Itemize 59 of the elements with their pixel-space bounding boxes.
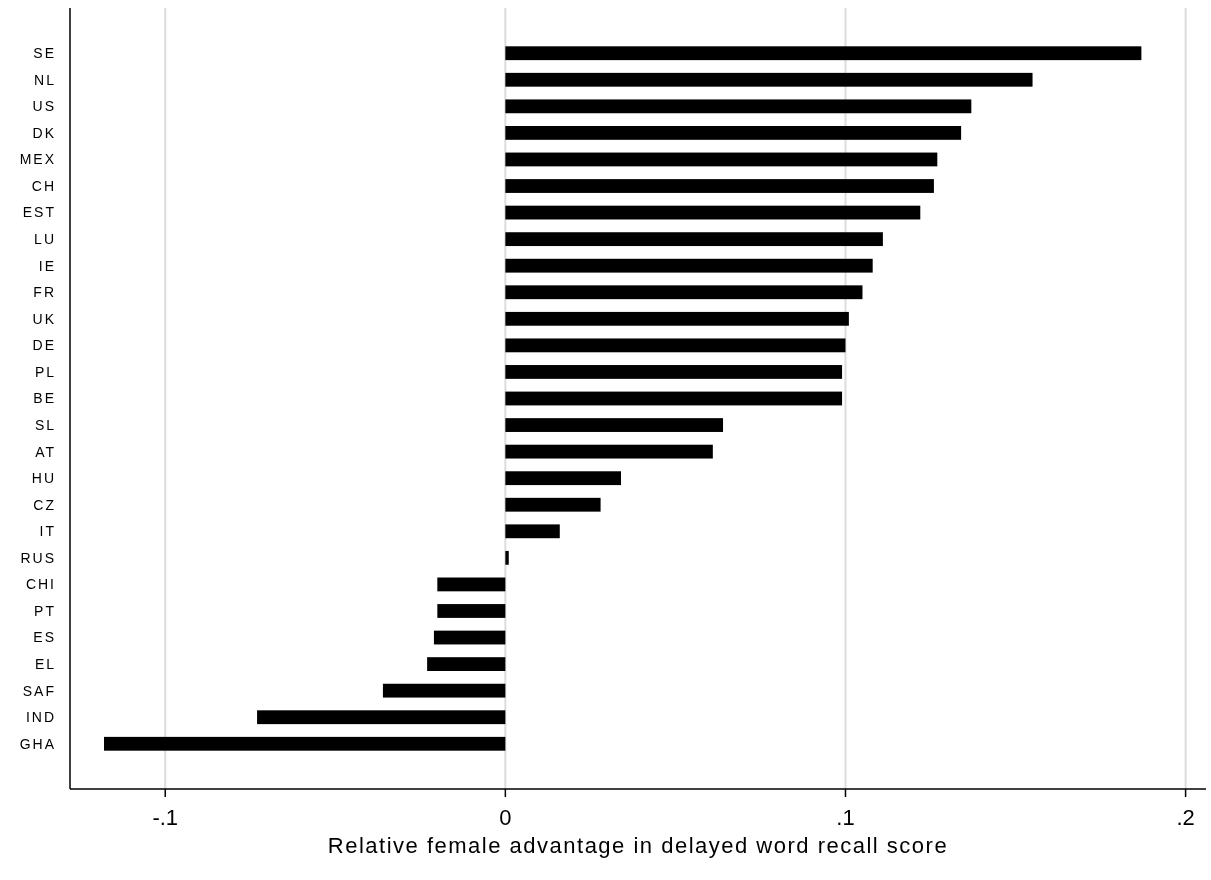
- y-tick-label: SAF: [22, 682, 56, 699]
- x-tick-label: .1: [836, 805, 855, 830]
- bar: [433, 630, 506, 645]
- bar: [437, 577, 506, 592]
- y-tick-label: NL: [34, 71, 56, 88]
- bar: [505, 418, 724, 432]
- y-tick-label: ES: [33, 629, 56, 646]
- y-tick-label: HU: [31, 470, 56, 487]
- bar: [104, 736, 506, 751]
- bar: [505, 338, 846, 353]
- y-tick-label: SL: [34, 416, 56, 433]
- bar: [505, 471, 621, 486]
- bar: [505, 152, 938, 167]
- bar: [505, 205, 921, 220]
- x-tick-label: 0: [499, 805, 512, 830]
- bar: [257, 710, 506, 725]
- y-tick-label: DE: [32, 337, 56, 354]
- bar: [505, 365, 843, 379]
- bar: [382, 683, 506, 698]
- y-tick-label: BE: [33, 390, 56, 407]
- y-tick-label: MEX: [19, 151, 56, 168]
- bar: [505, 258, 873, 273]
- y-tick-label: PL: [34, 363, 56, 380]
- y-tick-label: SE: [33, 45, 56, 62]
- bar: [505, 497, 601, 512]
- x-tick-label: .2: [1176, 805, 1195, 830]
- x-axis-title: Relative female advantage in delayed word recall score: [327, 833, 949, 858]
- y-tick-label: IT: [39, 523, 56, 540]
- y-tick-label: CHI: [25, 576, 56, 593]
- y-tick-label: FR: [33, 284, 56, 301]
- y-tick-label: UK: [32, 310, 56, 327]
- y-tick-label: IE: [38, 257, 56, 274]
- y-tick-label: CH: [31, 177, 56, 194]
- bar: [505, 444, 713, 459]
- bar: [505, 72, 1033, 87]
- x-tick-label: -.1: [152, 805, 179, 830]
- y-tick-label: RUS: [20, 549, 56, 566]
- bar: [427, 657, 506, 672]
- y-tick-label: GHA: [19, 735, 56, 752]
- y-tick-label: US: [32, 98, 56, 115]
- bar: [505, 391, 843, 406]
- bar: [505, 232, 883, 247]
- y-tick-label: IND: [25, 709, 56, 726]
- bar: [505, 311, 849, 326]
- bar: [505, 285, 863, 300]
- y-tick-label: PT: [34, 602, 56, 619]
- bar: [437, 604, 506, 618]
- y-tick-label: LU: [34, 231, 56, 248]
- bar: [505, 179, 934, 193]
- y-tick-label: DK: [32, 124, 56, 141]
- bar: [505, 99, 972, 114]
- y-tick-label: EL: [34, 656, 56, 672]
- bar: [505, 46, 1142, 61]
- y-tick-label: EST: [22, 204, 56, 221]
- bar: [505, 524, 560, 539]
- y-tick-label: AT: [35, 443, 56, 460]
- bar: [505, 125, 962, 140]
- bar: [505, 550, 509, 565]
- y-tick-label: CZ: [33, 496, 56, 513]
